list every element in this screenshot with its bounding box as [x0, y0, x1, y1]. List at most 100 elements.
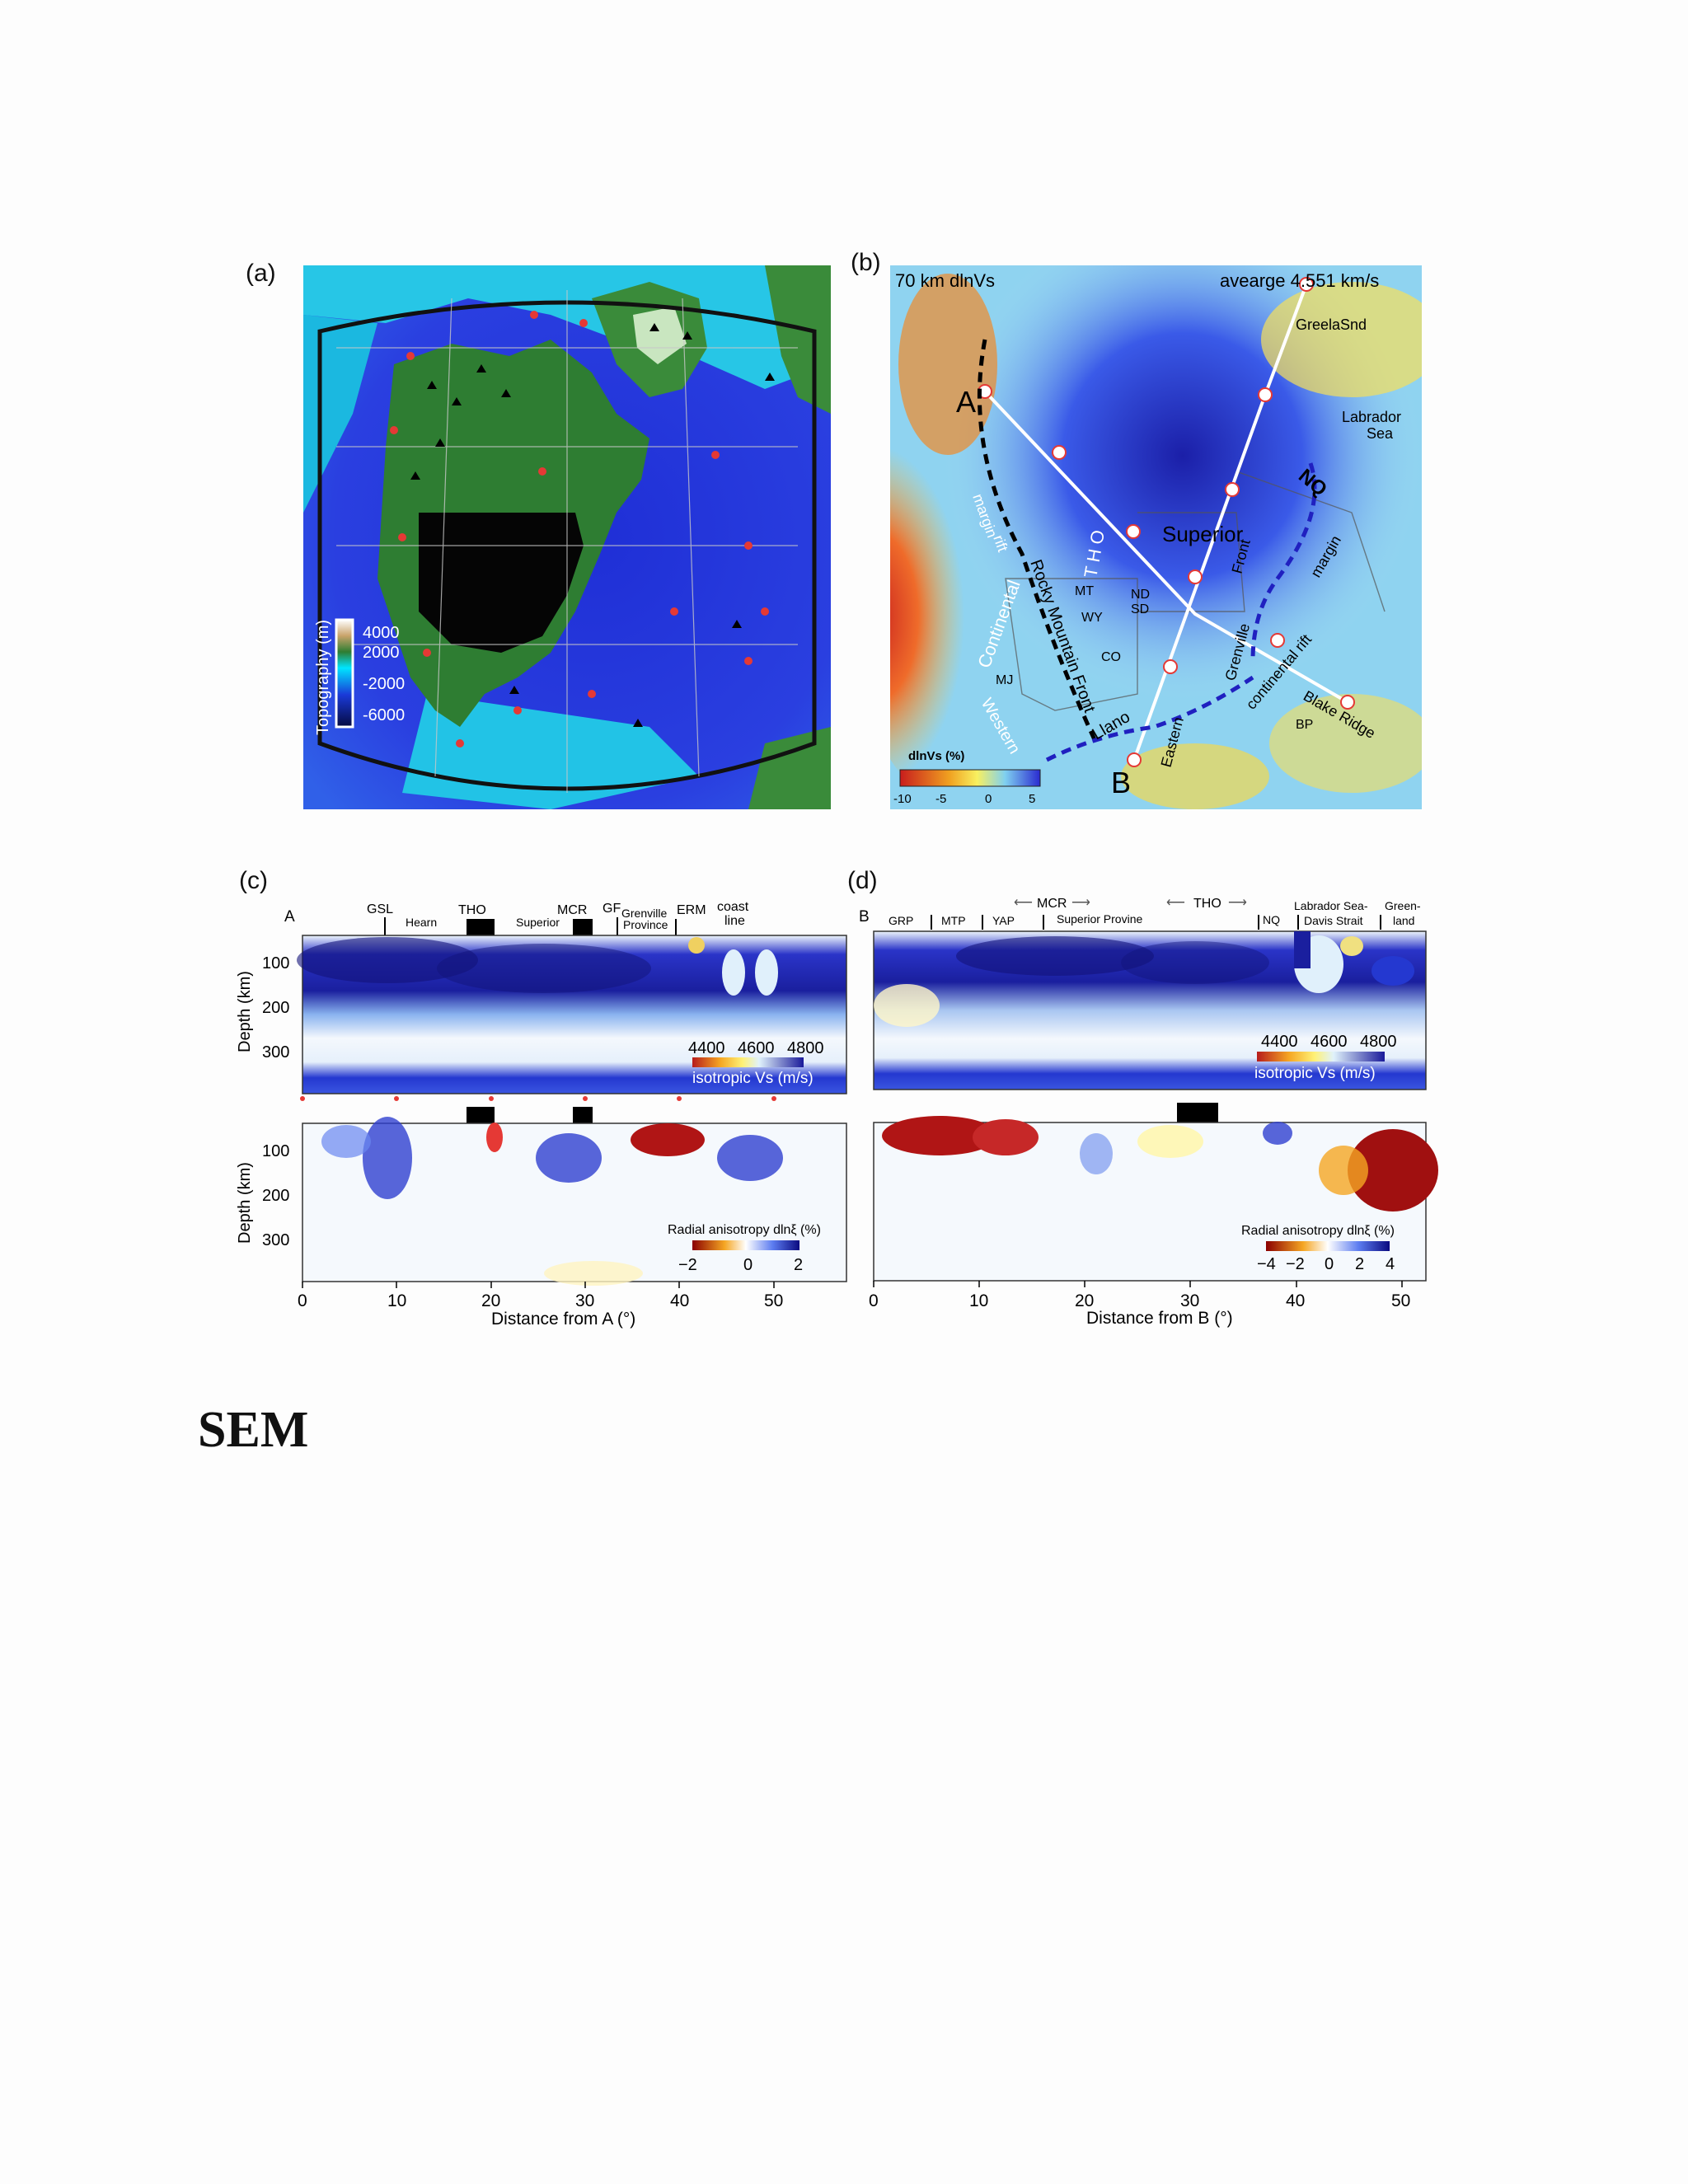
- panel-d-xtick: 10: [969, 1291, 988, 1310]
- panel-b-cbar-tick: 5: [1029, 792, 1035, 806]
- panel-d-aniso-tick: 2: [1355, 1255, 1364, 1273]
- panel-a-label: (a): [246, 260, 276, 287]
- panel-b-label: (b): [851, 249, 881, 276]
- panel-d-xtick: 0: [869, 1291, 879, 1310]
- panel-d-vs-title: isotropic Vs (m/s): [1254, 1065, 1376, 1082]
- panel-d-province: Labrador Sea-: [1294, 899, 1368, 912]
- panel-d-tho-label: THO: [1193, 897, 1221, 911]
- panel-b-cbar-tick: -5: [935, 792, 946, 806]
- panel-b-label-bp: BP: [1296, 718, 1313, 732]
- panel-c-aniso-tick: −2: [678, 1256, 697, 1274]
- panel-b-cbar-tick: 0: [985, 792, 992, 806]
- panel-c-vs-tick: 4800: [787, 1039, 824, 1057]
- panel-c-xtick: 0: [298, 1291, 307, 1310]
- section-heading: SEM: [198, 1402, 309, 1458]
- panel-b-label-nd: ND: [1131, 588, 1150, 602]
- arrow-glyph: ⟶: [1071, 896, 1090, 910]
- panel-a-cbar-title: Topography (m): [314, 620, 332, 735]
- panel-d-aniso-tick: −2: [1286, 1255, 1305, 1273]
- panel-d-xlabel: Distance from B (°): [1086, 1309, 1233, 1328]
- panel-c-province: ERM: [677, 903, 706, 917]
- panel-d-province: land: [1393, 914, 1414, 927]
- panel-d-xtick: 40: [1286, 1291, 1305, 1310]
- panel-c-province: Province: [623, 918, 668, 931]
- panel-d-xtick: 50: [1391, 1291, 1410, 1310]
- panel-c-vs-title: isotropic Vs (m/s): [692, 1070, 814, 1087]
- arrow-glyph: ⟵: [1014, 896, 1033, 910]
- panel-a-cbar-tick: -2000: [363, 675, 405, 693]
- panel-c-ytick: 300: [262, 1043, 289, 1062]
- panel-d-xtick: 30: [1180, 1291, 1199, 1310]
- panel-d-aniso-title: Radial anisotropy dlnξ (%): [1241, 1224, 1395, 1238]
- panel-d-mcr-label: MCR: [1037, 897, 1067, 911]
- panel-b-velocity-map: 70 km dlnVs avearge 4.551 km/s A B Greel…: [890, 265, 1422, 809]
- panel-c-vs-tick: 4600: [738, 1039, 775, 1057]
- panel-c-xtick: 40: [670, 1291, 689, 1310]
- panel-d-vs-tick: 4400: [1261, 1033, 1298, 1051]
- panel-b-label-labrador: Labrador: [1342, 409, 1401, 425]
- panel-c-aniso-tick: 2: [794, 1256, 803, 1274]
- panel-c-start-label: A: [284, 908, 295, 926]
- panel-b-cbar-title: dlnVs (%): [908, 749, 964, 763]
- arrow-glyph: ⟵: [1166, 896, 1185, 910]
- panel-d-vs-tick: 4800: [1360, 1033, 1397, 1051]
- panel-c-ytick: 100: [262, 1142, 289, 1160]
- panel-c-aniso-tick: 0: [743, 1256, 753, 1274]
- panel-c-ylabel: Depth (km): [236, 971, 254, 1052]
- panel-b-label-mj: MJ: [996, 673, 1013, 687]
- panel-d-province: Superior Provine: [1057, 912, 1142, 926]
- panel-c-province: Hearn: [406, 916, 437, 929]
- panel-a-cbar-tick: 2000: [363, 644, 400, 662]
- panel-d-cross-section: ⟵ MCR ⟶ ⟵ THO ⟶ B GRP MTP YAP Superior P…: [859, 896, 1438, 1328]
- panel-d-province: Davis Strait: [1304, 914, 1363, 927]
- panel-d-aniso-tick: −4: [1257, 1255, 1276, 1273]
- panel-d-start-label: B: [859, 908, 870, 926]
- panel-c-province: Superior: [516, 916, 560, 929]
- panel-c-ytick: 300: [262, 1231, 289, 1249]
- panel-c-province: GSL: [367, 902, 393, 916]
- panel-c-ytick: 200: [262, 1187, 289, 1205]
- panel-d-province: MTP: [941, 914, 966, 927]
- panel-b-label-co: CO: [1101, 650, 1121, 664]
- panel-c-province: MCR: [557, 903, 587, 917]
- panel-a-cbar-tick: 4000: [363, 624, 400, 642]
- arrow-glyph: ⟶: [1228, 896, 1247, 910]
- panel-c-xtick: 20: [481, 1291, 500, 1310]
- panel-b-label-greenland: GreelaSnd: [1296, 316, 1367, 333]
- panel-b-cbar-tick: -10: [893, 792, 912, 806]
- panel-c-cross-section: A GSL Hearn THO Superior MCR GF Grenvill…: [236, 900, 847, 1329]
- panel-c-xtick: 10: [387, 1291, 406, 1310]
- panel-d-xtick: 20: [1075, 1291, 1094, 1310]
- panel-c-xlabel: Distance from A (°): [491, 1310, 635, 1329]
- panel-a-cbar-tick: -6000: [363, 706, 405, 724]
- panel-c-vs-tick: 4400: [688, 1039, 725, 1057]
- panel-c-province: coast: [717, 900, 749, 914]
- panel-b-label-sea: Sea: [1367, 425, 1394, 442]
- panel-d-province: NQ: [1263, 913, 1280, 926]
- panel-c-xtick: 30: [575, 1291, 594, 1310]
- panel-c-label: (c): [239, 867, 268, 894]
- panel-b-label-sd: SD: [1131, 602, 1149, 616]
- panel-b-label-mt: MT: [1075, 584, 1094, 598]
- panel-a-topography-map: 4000 2000 -2000 -6000 Topography (m): [303, 265, 831, 809]
- panel-d-aniso-tick: 0: [1325, 1255, 1334, 1273]
- panel-b-title-left: 70 km dlnVs: [895, 270, 995, 291]
- panel-d-province: Green-: [1385, 899, 1421, 912]
- panel-b-point-b: B: [1111, 766, 1131, 799]
- panel-d-aniso-tick: 4: [1386, 1255, 1395, 1273]
- panel-b-title-right: avearge 4.551 km/s: [1220, 270, 1379, 291]
- panel-c-province: GF: [603, 902, 621, 916]
- panel-d-label: (d): [847, 867, 878, 894]
- panel-c-aniso-title: Radial anisotropy dlnξ (%): [668, 1223, 821, 1237]
- panel-c-province: Grenville: [621, 907, 667, 920]
- panel-c-ytick: 200: [262, 999, 289, 1017]
- panel-b-label-superior: Superior: [1162, 522, 1244, 546]
- panel-d-province: YAP: [992, 914, 1015, 927]
- panel-c-xtick: 50: [764, 1291, 783, 1310]
- panel-c-ylabel-lower: Depth (km): [236, 1162, 254, 1244]
- panel-d-province: GRP: [889, 914, 913, 927]
- panel-d-vs-tick: 4600: [1311, 1033, 1348, 1051]
- panel-c-ytick: 100: [262, 954, 289, 972]
- panel-c-province: THO: [458, 903, 486, 917]
- panel-b-label-wy: WY: [1081, 611, 1103, 625]
